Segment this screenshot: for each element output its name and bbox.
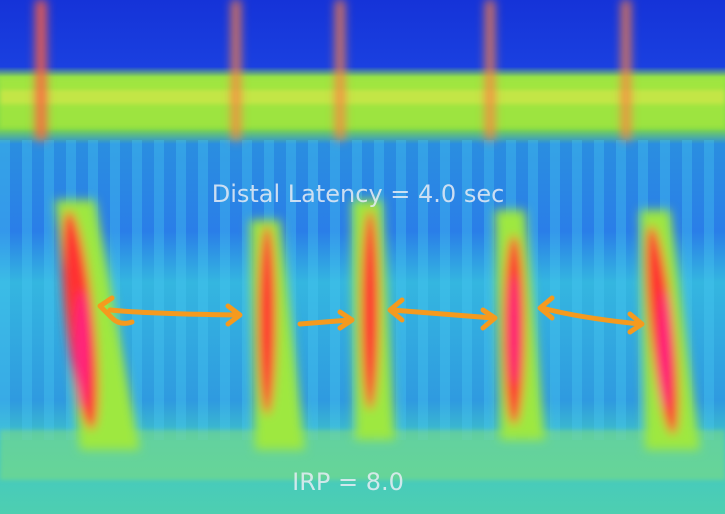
contraction-peak — [75, 290, 89, 410]
contraction-peak — [509, 275, 519, 385]
band-core — [0, 90, 725, 104]
distal-latency-label: Distal Latency = 4.0 sec — [212, 180, 505, 208]
pharyngeal-wave — [622, 0, 630, 140]
page: Distal Latency = 4.0 sec IRP = 8.0 (() =… — [0, 0, 725, 514]
contraction-peak — [659, 290, 671, 410]
manometry-plot: Distal Latency = 4.0 sec IRP = 8.0 — [0, 0, 725, 514]
contraction-core — [361, 210, 379, 410]
irp-label: IRP = 8.0 — [292, 468, 404, 496]
pharyngeal-wave — [336, 0, 344, 140]
pharyngeal-wave — [486, 0, 494, 140]
pharyngeal-wave — [36, 0, 46, 140]
contraction-core — [258, 225, 276, 415]
pharyngeal-wave — [232, 0, 240, 140]
